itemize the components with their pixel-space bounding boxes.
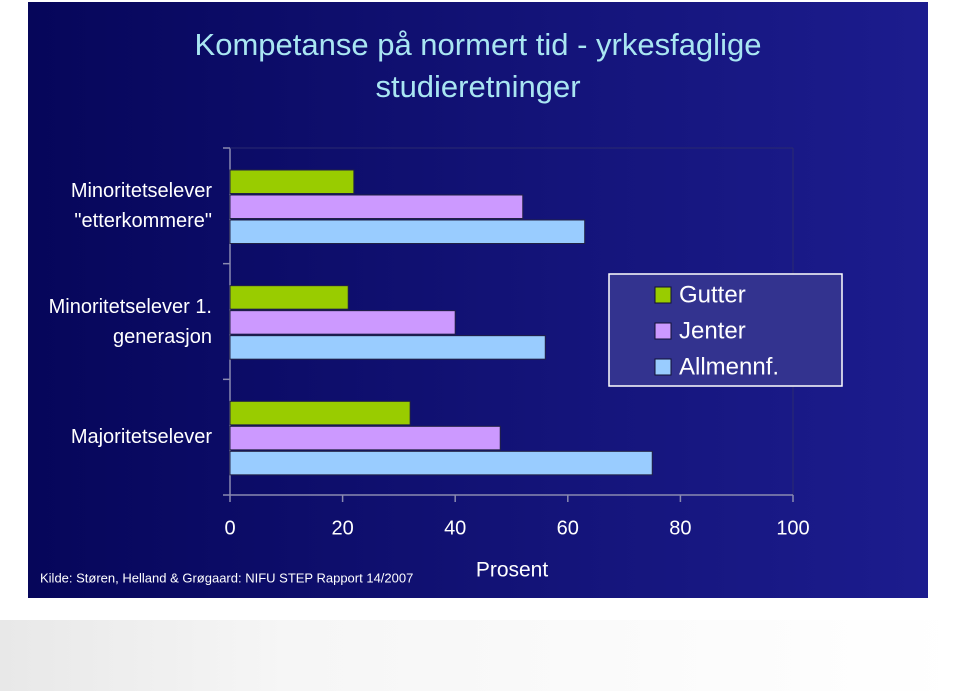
bar [229, 425, 501, 451]
legend-label: Gutter [679, 281, 746, 308]
legend-label: Jenter [679, 317, 746, 344]
bar [229, 310, 456, 335]
bar [229, 450, 653, 476]
bar [229, 194, 524, 219]
bar [229, 285, 349, 310]
legend-swatch [654, 286, 672, 304]
y-tick-label: Majoritetselever [70, 426, 212, 449]
x-tick-label: 20 [331, 517, 353, 539]
bar [229, 400, 411, 426]
footer [0, 620, 960, 691]
x-tick-label: 0 [224, 517, 235, 539]
x-tick-label: 40 [444, 517, 466, 539]
x-tick-label: 100 [776, 517, 809, 539]
legend-box [608, 273, 843, 387]
bar [229, 219, 586, 244]
bar [229, 335, 546, 360]
source: Kilde: Støren, Helland & Grøgaard: NIFU … [40, 570, 413, 585]
x-axis-label: Prosent [476, 559, 549, 582]
y-tick-label: Minoritetselever 1. generasjon [48, 295, 212, 348]
legend-swatch [654, 322, 672, 340]
legend-swatch [654, 358, 672, 376]
chart-title: Kompetanse på normert tid - yrkesfaglige… [194, 27, 762, 104]
x-tick-label: 80 [669, 517, 691, 539]
legend-label: Allmennf. [679, 353, 779, 380]
y-tick-label: Minoritetselever "etterkommere" [70, 179, 212, 232]
bar [229, 169, 355, 194]
x-tick-label: 60 [557, 517, 579, 539]
